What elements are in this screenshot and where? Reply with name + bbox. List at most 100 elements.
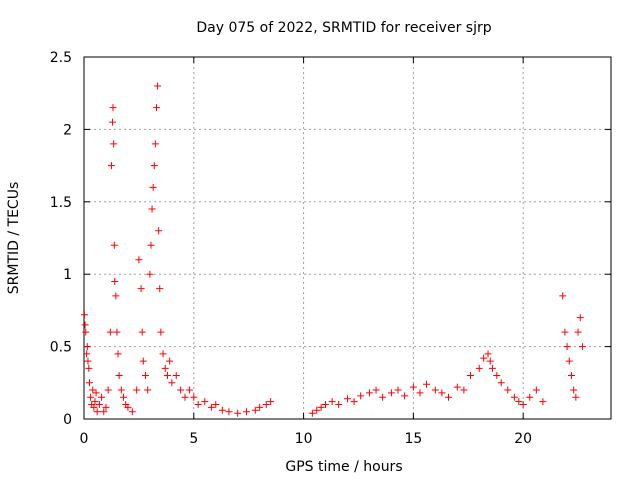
data-point	[166, 357, 174, 365]
data-point	[335, 401, 343, 409]
data-point	[379, 393, 387, 401]
data-point	[163, 372, 171, 380]
data-point	[98, 393, 106, 401]
data-point	[133, 386, 141, 394]
data-point	[83, 350, 91, 358]
data-point	[559, 292, 567, 300]
data-point	[578, 343, 586, 351]
data-point	[431, 386, 439, 394]
data-point	[159, 350, 167, 358]
data-point	[267, 398, 275, 406]
data-point	[460, 386, 468, 394]
data-point	[242, 408, 250, 416]
data-point	[149, 183, 157, 191]
data-point	[124, 403, 132, 411]
data-point	[87, 393, 95, 401]
data-point	[565, 357, 573, 365]
axes	[83, 56, 612, 420]
data-point	[161, 364, 169, 372]
data-point	[138, 328, 146, 336]
data-point	[453, 383, 461, 391]
data-point	[151, 140, 159, 148]
data-point	[328, 398, 336, 406]
data-point	[539, 398, 547, 406]
data-point	[120, 393, 128, 401]
data-point	[576, 314, 584, 322]
data-point	[181, 393, 189, 401]
data-point	[83, 343, 91, 351]
data-point	[111, 277, 119, 285]
data-point	[387, 389, 395, 397]
data-point	[110, 241, 118, 249]
data-point	[234, 409, 242, 417]
y-tick-label: 0	[63, 412, 72, 428]
data-point	[225, 408, 233, 416]
data-point	[365, 389, 373, 397]
grid	[84, 57, 611, 419]
x-tick-label: 0	[80, 431, 89, 447]
x-tick-label: 5	[189, 431, 198, 447]
data-point	[218, 406, 226, 414]
data-point	[401, 392, 409, 400]
data-point	[409, 383, 417, 391]
data-point	[154, 82, 162, 90]
data-point	[322, 401, 330, 409]
data-point	[394, 386, 402, 394]
data-point	[207, 403, 215, 411]
data-point	[212, 401, 220, 409]
data-point	[317, 403, 325, 411]
data-point	[466, 372, 474, 380]
data-point	[185, 386, 193, 394]
data-point	[484, 350, 492, 358]
data-point	[85, 379, 93, 387]
data-point	[135, 256, 143, 264]
x-tick-label: 10	[295, 431, 313, 447]
data-point	[172, 372, 180, 380]
data-point	[82, 328, 90, 336]
data-points	[80, 82, 586, 417]
data-point	[137, 285, 145, 293]
data-point	[95, 401, 103, 409]
tick-labels: 0 5 10 15 20 0 0.5 1 1.5 2 2.5	[50, 50, 532, 447]
data-point	[480, 354, 488, 362]
data-point	[152, 104, 160, 112]
plot-frame	[83, 56, 612, 420]
y-tick-label: 0.5	[50, 340, 72, 356]
data-point	[190, 393, 198, 401]
data-point	[144, 386, 152, 394]
data-point	[91, 398, 99, 406]
data-point	[114, 350, 122, 358]
y-tick-label: 1	[63, 267, 72, 283]
data-point	[155, 227, 163, 235]
chart-title: Day 075 of 2022, SRMTID for receiver sjr…	[196, 20, 491, 36]
data-point	[141, 372, 149, 380]
data-point	[112, 292, 120, 300]
data-point	[139, 357, 147, 365]
data-point	[194, 401, 202, 409]
y-tick-label: 1.5	[50, 195, 72, 211]
data-point	[416, 389, 424, 397]
data-point	[104, 386, 112, 394]
data-point	[157, 328, 165, 336]
data-point	[572, 393, 580, 401]
x-tick-label: 15	[404, 431, 422, 447]
data-point	[146, 270, 154, 278]
data-point	[563, 343, 571, 351]
data-point	[486, 357, 494, 365]
data-point	[93, 408, 101, 416]
data-point	[372, 386, 380, 394]
data-point	[110, 140, 118, 148]
data-point	[313, 406, 321, 414]
data-point	[357, 392, 365, 400]
data-point	[106, 328, 114, 336]
data-point	[488, 364, 496, 372]
data-point	[107, 162, 115, 170]
data-point	[445, 393, 453, 401]
data-point	[84, 357, 92, 365]
data-point	[510, 393, 518, 401]
data-point	[147, 241, 155, 249]
data-point	[574, 328, 582, 336]
data-point	[177, 386, 185, 394]
data-point	[168, 379, 176, 387]
